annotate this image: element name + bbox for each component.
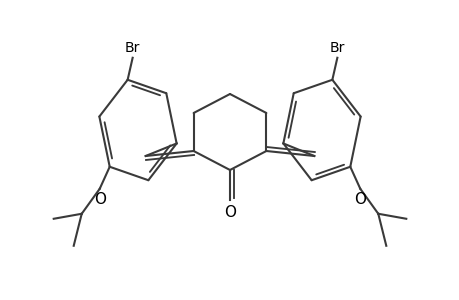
Text: O: O xyxy=(353,192,365,207)
Text: O: O xyxy=(94,192,106,207)
Text: Br: Br xyxy=(125,41,140,55)
Text: O: O xyxy=(224,205,235,220)
Text: Br: Br xyxy=(329,41,344,55)
